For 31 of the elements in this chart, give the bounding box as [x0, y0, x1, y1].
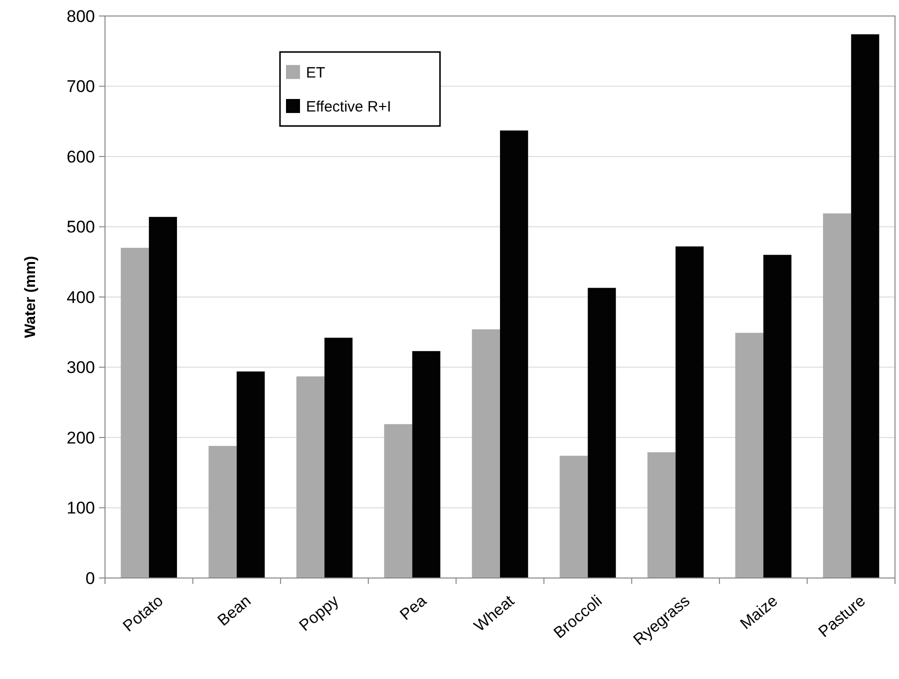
- y-tick-label: 300: [66, 358, 95, 378]
- bar: [851, 34, 880, 578]
- bar: [763, 254, 792, 578]
- bar: [560, 456, 588, 578]
- legend-label: ET: [306, 64, 326, 82]
- bar: [676, 246, 704, 578]
- legend-label: Effective R+I: [306, 98, 392, 116]
- y-tick-label: 500: [66, 218, 95, 237]
- bar: [384, 424, 412, 578]
- bar: [588, 288, 616, 578]
- bar: [412, 351, 440, 578]
- bar: [735, 332, 764, 578]
- bar: [120, 248, 149, 578]
- y-tick-label: 200: [66, 428, 95, 448]
- bar: [472, 329, 500, 578]
- bar: [208, 446, 237, 578]
- bar: [823, 213, 852, 578]
- y-tick-label: 0: [86, 568, 95, 588]
- y-tick-label: 100: [66, 498, 95, 518]
- y-tick-label: 600: [66, 147, 95, 166]
- bar: [324, 338, 353, 578]
- bar: [148, 216, 177, 578]
- y-tick-label: 700: [66, 77, 95, 96]
- x-tick-label: Pea: [397, 592, 430, 624]
- y-axis-title: Water (mm): [22, 256, 39, 338]
- bar: [236, 371, 265, 578]
- y-tick-label: 800: [66, 6, 95, 26]
- bar: [500, 130, 528, 578]
- y-tick-label: 400: [66, 288, 95, 307]
- bar: [647, 452, 676, 578]
- bar: [296, 376, 324, 578]
